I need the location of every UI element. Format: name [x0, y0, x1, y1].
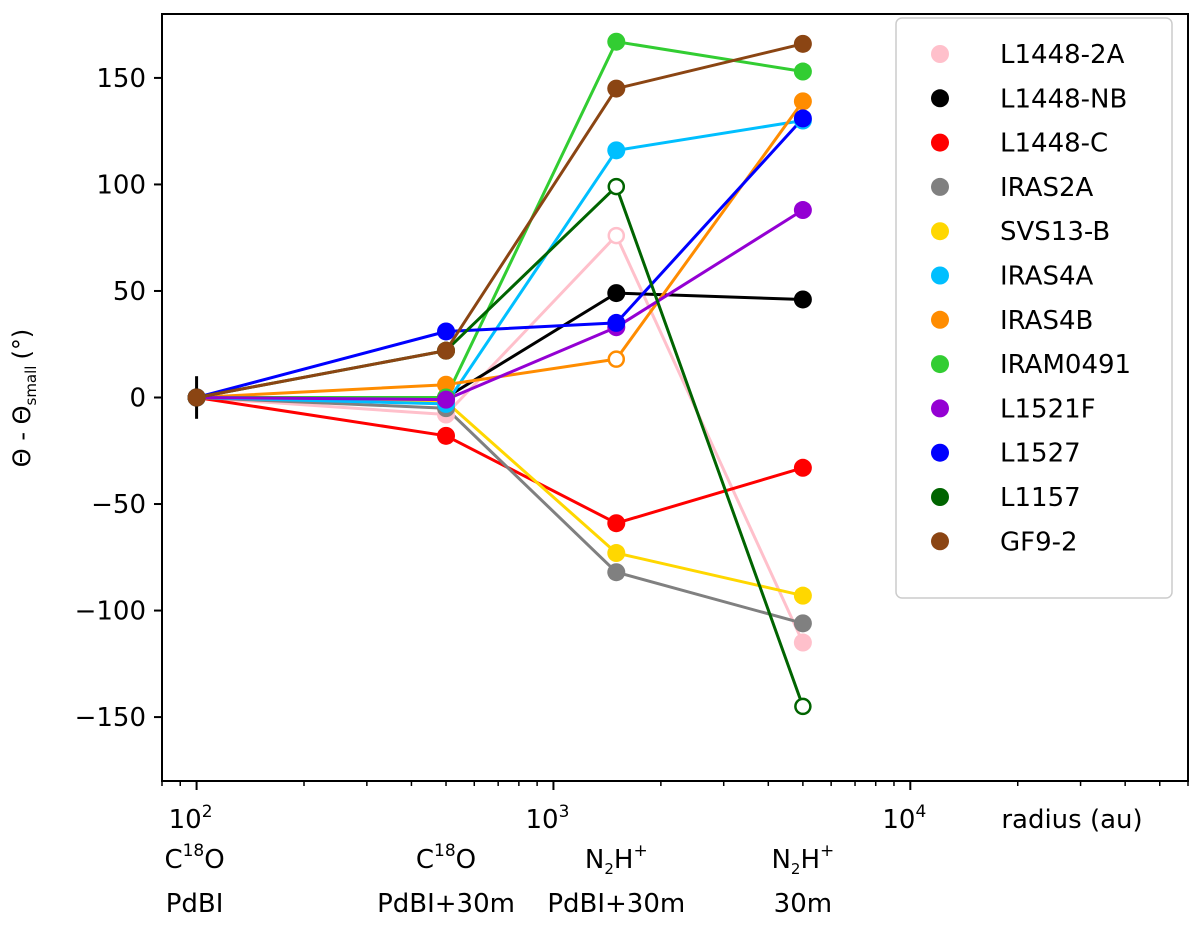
data-point-IRAS4B — [607, 350, 626, 368]
legend-label: GF9-2 — [1000, 527, 1078, 557]
reference-point-GF9-2 — [187, 388, 206, 407]
legend-marker-L1448-C — [931, 133, 949, 152]
data-point-IRAM0491 — [793, 62, 812, 81]
legend-marker-IRAM0491 — [931, 355, 949, 374]
y-axis-label: Θ - Θsmall(°) — [8, 329, 40, 467]
data-point-L1521F — [793, 201, 812, 220]
x-axis-label: radius (au) — [1001, 805, 1142, 835]
x-tick-label: 104 — [882, 802, 926, 835]
legend: L1448-2A L1448-NB L1448-C IRAS2A SVS13-B IRAS… — [895, 17, 1173, 599]
data-point-L1527 — [607, 313, 626, 332]
legend-label: L1157 — [1000, 483, 1081, 513]
y-tick-label: 50 — [113, 277, 146, 307]
series-line-L1527 — [196, 117, 805, 399]
data-point-GF9-2 — [607, 79, 626, 98]
data-point-IRAM0491 — [607, 32, 626, 51]
data-point-L1157 — [607, 177, 626, 196]
y-tick-label: −50 — [91, 490, 146, 520]
series-line-L1448-2A — [196, 234, 805, 644]
legend-label: L1527 — [1000, 439, 1081, 469]
legend-marker-L1448-NB — [931, 89, 949, 108]
legend-label: L1521F — [1000, 394, 1096, 424]
legend-marker-IRAS2A — [931, 177, 949, 196]
data-point-L1521F — [437, 390, 456, 409]
data-point-SVS13-B — [607, 544, 626, 563]
y-axis-ticks: 150 100 50 0 −50 −100 −150 — [75, 64, 162, 733]
legend-marker-L1157 — [931, 488, 949, 506]
legend-marker-GF9-2 — [931, 532, 949, 551]
y-tick-label: −150 — [75, 703, 146, 733]
legend-box — [895, 17, 1173, 599]
data-point-GF9-2 — [437, 341, 456, 360]
legend-label: L1448-2A — [1000, 40, 1125, 70]
y-tick-label: 100 — [96, 170, 146, 200]
x-tick-label: 102 — [169, 802, 213, 835]
y-tick-label: 150 — [96, 64, 146, 94]
data-point-L1527 — [793, 109, 812, 128]
series-line-IRAS2A — [196, 396, 804, 625]
series-line-IRAS4B — [196, 100, 805, 399]
data-point-IRAS4B — [437, 375, 456, 394]
y-tick-label: −100 — [75, 597, 146, 627]
legend-label: IRAS4B — [1000, 306, 1093, 336]
legend-marker-IRAS4A — [931, 266, 949, 285]
legend-label: L1448-C — [1000, 129, 1108, 159]
category-label-instrument: PdBI+30m — [377, 889, 515, 919]
legend-marker-L1527 — [931, 443, 949, 462]
category-label-molecule: N2H+ — [771, 841, 834, 878]
data-point-L1157 — [794, 697, 812, 716]
x-axis-ticks: 102 103 104 — [161, 781, 1189, 835]
category-labels: C18O PdBI C18O PdBI+30m N2H+ PdBI+30m N2H+ 30m — [164, 841, 834, 919]
legend-label: IRAS2A — [1000, 173, 1094, 203]
category-label-instrument: PdBI+30m — [547, 889, 685, 919]
data-point-IRAS4A — [607, 141, 626, 160]
legend-label: IRAM0491 — [1000, 350, 1131, 380]
legend-marker-IRAS4B — [931, 310, 949, 329]
category-label-molecule: N2H+ — [585, 841, 648, 878]
data-point-SVS13-B — [793, 586, 812, 605]
series-line-L1448-C — [196, 396, 804, 525]
data-point-L1448-NB — [793, 290, 812, 309]
legend-label: SVS13-B — [1000, 217, 1110, 247]
x-tick-label: 103 — [525, 802, 569, 835]
category-label-molecule: C18O — [416, 841, 476, 875]
series-line-SVS13-B — [196, 396, 804, 598]
data-point-L1527 — [437, 322, 456, 341]
y-tick-label: 0 — [129, 384, 146, 414]
series-lines — [196, 40, 805, 707]
series-line-IRAS4A — [196, 119, 804, 406]
series-markers — [187, 32, 812, 716]
series-line-L1521F — [196, 208, 804, 402]
data-point-L1448-C — [437, 426, 456, 445]
data-point-L1448-C — [793, 458, 812, 477]
legend-marker-L1521F — [931, 399, 949, 418]
data-point-GF9-2 — [793, 34, 812, 53]
legend-label: L1448-NB — [1000, 84, 1127, 114]
data-point-IRAS2A — [793, 614, 812, 633]
data-point-L1448-2A — [793, 633, 812, 652]
data-point-L1448-2A — [607, 226, 626, 245]
data-point-IRAS4B — [793, 92, 812, 111]
category-label-molecule: C18O — [164, 841, 224, 875]
data-point-IRAS2A — [607, 563, 626, 582]
category-label-instrument: PdBI — [166, 889, 224, 919]
data-point-L1448-NB — [607, 284, 626, 303]
series-line-GF9-2 — [196, 42, 804, 399]
category-label-instrument: 30m — [774, 889, 832, 919]
legend-marker-SVS13-B — [931, 222, 949, 241]
data-point-L1448-C — [607, 514, 626, 533]
legend-marker-L1448-2A — [931, 45, 949, 63]
legend-label: IRAS4A — [1000, 262, 1094, 292]
